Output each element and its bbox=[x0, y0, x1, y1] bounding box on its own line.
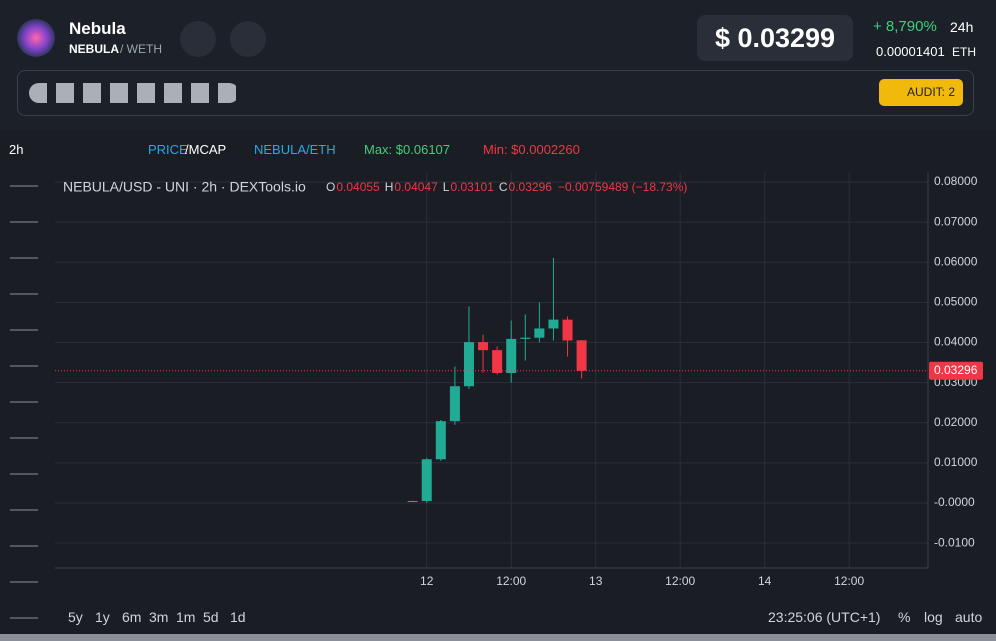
social-icons[interactable] bbox=[29, 83, 239, 103]
chart-title: NEBULA/USD - UNI · 2h · DEXTools.io bbox=[63, 179, 306, 195]
y-tick-label: 0.07000 bbox=[934, 214, 978, 228]
x-tick-label: 12:00 bbox=[496, 574, 526, 588]
interval[interactable]: 2h bbox=[9, 142, 24, 157]
ohlc-legend: O 0.04055 H 0.04047 L 0.03101 C 0.03296 −0.00759… bbox=[326, 180, 687, 194]
audit-badge[interactable]: AUDIT: 2 bbox=[879, 79, 963, 106]
header: Nebula NEBULA / WETH $ 0.03299 + 8,790% … bbox=[0, 0, 996, 130]
candle-body bbox=[562, 319, 573, 341]
favorite-button[interactable] bbox=[180, 21, 216, 57]
change-period: 24h bbox=[950, 19, 974, 35]
chart: NEBULA/USD - UNI · 2h · DEXTools.io O 0.0… bbox=[55, 172, 983, 588]
links-bar bbox=[17, 70, 974, 116]
candle-body bbox=[548, 319, 559, 329]
price-toggle[interactable]: PRICE bbox=[148, 142, 188, 157]
range-button[interactable]: 1m bbox=[176, 609, 196, 625]
legend-value: H bbox=[385, 180, 394, 194]
legend-value: 0.04055 bbox=[336, 180, 380, 194]
candle-body bbox=[520, 337, 531, 339]
max-price: Max: $0.06107 bbox=[364, 142, 451, 157]
candle-body bbox=[435, 421, 446, 460]
legend-value: 0.03296 bbox=[509, 180, 553, 194]
range-button[interactable]: 1y bbox=[95, 609, 110, 625]
legend-value: −0.00759489 (−18.73%) bbox=[558, 180, 687, 194]
mcap-toggle[interactable]: /MCAP bbox=[185, 142, 227, 157]
candle-body bbox=[478, 342, 489, 351]
y-tick-label: 0.01000 bbox=[934, 455, 978, 469]
legend-value: L bbox=[443, 180, 450, 194]
y-tick-label: 0.04000 bbox=[934, 335, 978, 349]
chart-toolbar: 2h PRICE /MCAP NEBULA/ETH Max: $0.06107 … bbox=[0, 130, 996, 170]
token-name: Nebula bbox=[69, 19, 126, 38]
price-box: $ 0.03299 bbox=[697, 15, 853, 61]
pair-toggle[interactable]: NEBULA/ETH bbox=[254, 142, 336, 157]
y-tick-label: 0.02000 bbox=[934, 415, 978, 429]
token-quote: / WETH bbox=[120, 42, 162, 56]
x-tick-label: 12:00 bbox=[665, 574, 695, 588]
legend-value: C bbox=[499, 180, 508, 194]
candle-body bbox=[407, 500, 418, 502]
x-tick-label: 12:00 bbox=[834, 574, 864, 588]
y-tick-label: -0.0000 bbox=[934, 495, 975, 509]
token-base: NEBULA bbox=[69, 42, 119, 56]
x-tick-label: 14 bbox=[758, 574, 772, 588]
range-button[interactable]: 5d bbox=[203, 609, 219, 625]
price-change: + 8,790% bbox=[873, 18, 937, 35]
clock: 23:25:06 (UTC+1) bbox=[768, 609, 881, 625]
percent-toggle[interactable]: % bbox=[898, 609, 911, 625]
legend-value: O bbox=[326, 180, 335, 194]
bottom-bar: 5y 1y 6m 3m 1m 5d 1d 23:25:06 (UTC+1) % log au… bbox=[0, 600, 996, 634]
y-tick-label: 0.08000 bbox=[934, 174, 978, 188]
bottom-edge bbox=[0, 634, 996, 641]
range-button[interactable]: 6m bbox=[122, 609, 142, 625]
legend-value: 0.03101 bbox=[450, 180, 494, 194]
range-button[interactable]: 3m bbox=[149, 609, 169, 625]
candle-body bbox=[506, 338, 517, 374]
x-tick-label: 13 bbox=[589, 574, 603, 588]
candle-body bbox=[492, 350, 503, 374]
candle-body bbox=[534, 328, 545, 338]
eth-unit: ETH bbox=[952, 45, 976, 59]
auto-toggle[interactable]: auto bbox=[955, 609, 983, 625]
candle-body bbox=[463, 342, 474, 387]
last-price-box bbox=[929, 361, 983, 380]
log-toggle[interactable]: log bbox=[924, 609, 943, 625]
min-price: Min: $0.0002260 bbox=[483, 142, 580, 157]
y-tick-label: 0.05000 bbox=[934, 295, 978, 309]
legend-value: 0.04047 bbox=[394, 180, 438, 194]
candle-body bbox=[421, 459, 432, 501]
eth-price: 0.00001401 bbox=[876, 44, 945, 59]
y-tick-label: -0.0100 bbox=[934, 535, 975, 549]
range-button[interactable]: 5y bbox=[68, 609, 83, 625]
share-button[interactable] bbox=[230, 21, 266, 57]
y-tick-label: 0.06000 bbox=[934, 254, 978, 268]
drawing-tools[interactable] bbox=[10, 185, 38, 625]
candle-body bbox=[576, 340, 587, 371]
x-tick-label: 12 bbox=[420, 574, 434, 588]
token-logo bbox=[17, 19, 55, 57]
candle-body bbox=[449, 386, 460, 422]
range-button[interactable]: 1d bbox=[230, 609, 246, 625]
last-price-label: 0.03296 bbox=[934, 363, 978, 377]
